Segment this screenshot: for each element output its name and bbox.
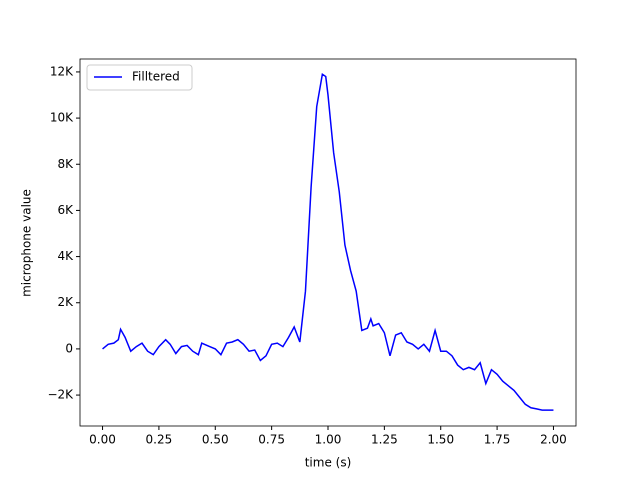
y-tick-label: −2K xyxy=(47,388,74,402)
x-tick-label: 0.50 xyxy=(202,433,229,447)
y-tick-label: 10K xyxy=(50,111,74,125)
x-tick-label: 0.75 xyxy=(258,433,285,447)
y-axis-label: microphone value xyxy=(20,189,34,297)
x-tick-label: 1.75 xyxy=(484,433,511,447)
x-tick-label: 2.00 xyxy=(540,433,567,447)
plot-frame xyxy=(79,58,577,427)
y-tick-label: 8K xyxy=(57,157,74,171)
y-tick-label: 12K xyxy=(50,64,74,78)
x-tick-label: 1.25 xyxy=(371,433,398,447)
data-line xyxy=(102,72,554,411)
y-tick-label: 0 xyxy=(65,341,73,355)
x-tick-label: 1.50 xyxy=(427,433,454,447)
y-tick-label: 6K xyxy=(57,203,74,217)
y-tick-label: 2K xyxy=(57,295,74,309)
x-tick-label: 0.25 xyxy=(146,433,173,447)
x-axis-label: time (s) xyxy=(305,456,352,470)
legend-label: Filltered xyxy=(132,70,180,84)
legend-box xyxy=(86,64,193,91)
y-tick-label: 4K xyxy=(57,249,74,263)
x-tick-label: 1.00 xyxy=(315,433,342,447)
x-tick-label: 0.00 xyxy=(89,433,116,447)
